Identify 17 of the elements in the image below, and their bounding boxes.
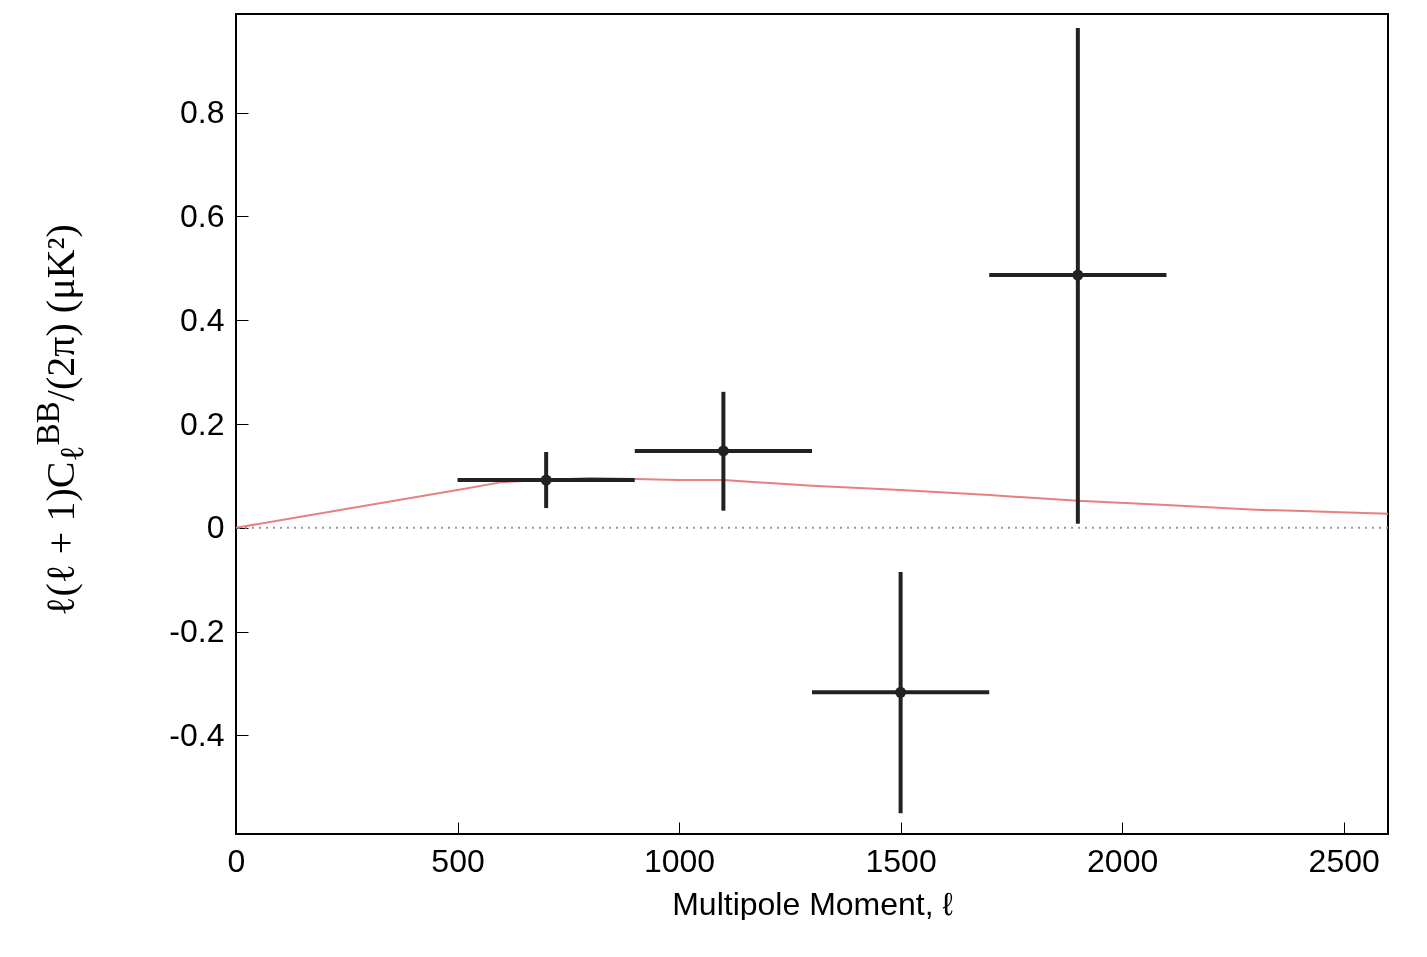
point [540,474,552,486]
x-tick-label: 1500 [865,842,937,879]
y-tick-label: -0.4 [169,716,225,753]
x-tick-label: 500 [431,842,485,879]
y-tick-label: 0.6 [180,197,225,234]
x-tick-label: 2500 [1308,842,1380,879]
x-tick-label: 2000 [1087,842,1159,879]
point [717,445,729,457]
y-tick-label: 0.2 [180,405,225,442]
y-tick-label: -0.2 [169,613,225,650]
y-tick-label: 0 [206,509,225,546]
point [1072,269,1084,281]
point [895,686,907,698]
x-tick-label: 1000 [643,842,716,879]
line-series [235,476,1389,529]
y-tick-label: 0.4 [180,301,225,338]
y-tick-label: 0.8 [180,94,225,131]
